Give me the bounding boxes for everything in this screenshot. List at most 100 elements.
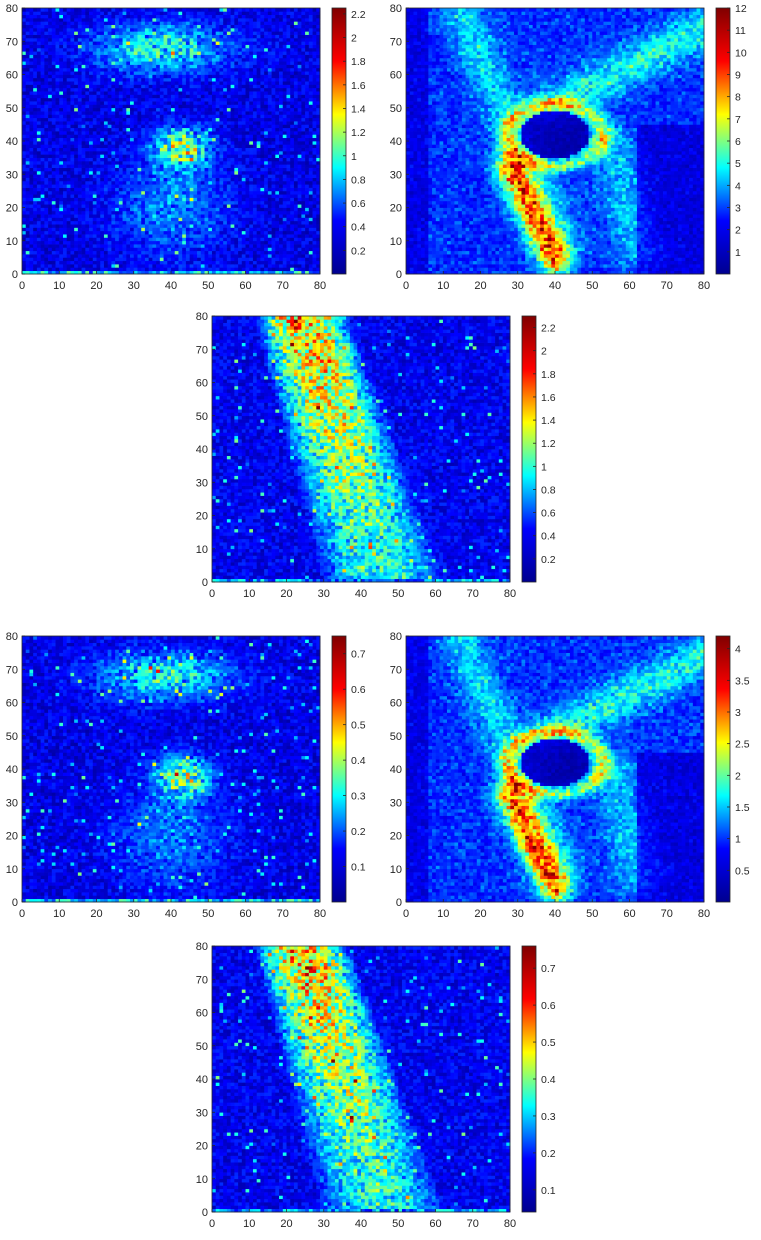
heatmap-cell bbox=[133, 91, 138, 95]
heatmap-cell bbox=[215, 187, 220, 192]
heatmap-cell bbox=[103, 101, 109, 105]
heatmap-cell bbox=[305, 224, 310, 228]
heatmap-cell bbox=[226, 260, 231, 265]
heatmap-cell bbox=[126, 244, 131, 248]
heatmap-cell bbox=[22, 141, 27, 145]
heatmap-cell bbox=[267, 237, 272, 242]
heatmap-cell bbox=[211, 164, 217, 168]
heatmap-cell bbox=[264, 250, 269, 255]
heatmap-cell bbox=[219, 184, 224, 188]
heatmap-cell bbox=[271, 91, 276, 95]
heatmap-cell bbox=[297, 220, 302, 225]
heatmap-cell bbox=[223, 174, 228, 178]
heatmap-cell bbox=[66, 237, 71, 242]
heatmap-cell bbox=[215, 170, 220, 175]
heatmap-cell bbox=[193, 244, 198, 248]
heatmap-cell bbox=[22, 237, 27, 242]
heatmap-cell bbox=[85, 240, 90, 245]
heatmap-cell bbox=[308, 91, 313, 95]
heatmap-cell bbox=[297, 254, 302, 258]
heatmap-cell bbox=[115, 220, 120, 225]
heatmap-cell bbox=[29, 74, 34, 79]
heatmap-cell bbox=[223, 200, 228, 205]
heatmap-cell bbox=[226, 160, 231, 165]
heatmap-cell bbox=[234, 220, 239, 225]
heatmap-cell bbox=[312, 121, 317, 125]
heatmap-cell bbox=[185, 190, 190, 195]
heatmap-cell bbox=[234, 247, 239, 252]
heatmap-cell bbox=[193, 230, 198, 235]
heatmap-cell bbox=[275, 197, 280, 202]
heatmap-cell bbox=[59, 124, 64, 129]
heatmap-cell bbox=[100, 170, 105, 175]
heatmap-cell bbox=[252, 214, 258, 218]
heatmap-cell bbox=[77, 117, 82, 122]
heatmap-cell bbox=[174, 267, 179, 272]
heatmap-cell bbox=[81, 107, 86, 112]
heatmap-cell bbox=[118, 77, 123, 82]
heatmap-cell bbox=[62, 124, 68, 129]
heatmap-cell bbox=[290, 101, 295, 105]
heatmap-cell bbox=[282, 94, 287, 99]
heatmap-cell bbox=[148, 224, 153, 228]
heatmap-cell bbox=[100, 227, 105, 232]
heatmap-cell bbox=[92, 267, 97, 272]
heatmap-cell bbox=[312, 187, 317, 192]
heatmap-cell bbox=[200, 240, 205, 245]
heatmap-cell bbox=[36, 210, 41, 215]
heatmap-cell bbox=[174, 234, 179, 238]
heatmap-cell bbox=[282, 234, 287, 238]
heatmap-cell bbox=[189, 217, 194, 222]
heatmap-cell bbox=[122, 150, 127, 155]
heatmap-cell bbox=[22, 164, 27, 168]
heatmap-cell bbox=[100, 177, 105, 182]
heatmap-cell bbox=[55, 104, 60, 109]
heatmap-cell bbox=[230, 260, 235, 265]
heatmap-cell bbox=[264, 91, 269, 95]
heatmap-cell bbox=[297, 141, 302, 145]
heatmap-cell bbox=[305, 197, 310, 202]
heatmap-cell bbox=[275, 101, 280, 105]
heatmap-cell bbox=[234, 87, 239, 92]
heatmap-cell bbox=[22, 160, 27, 165]
heatmap-cell bbox=[316, 111, 321, 115]
heatmap-cell bbox=[211, 200, 217, 205]
heatmap-cell bbox=[100, 250, 105, 255]
heatmap-cell bbox=[312, 174, 317, 178]
heatmap-cell bbox=[282, 227, 287, 232]
heatmap-cell bbox=[279, 187, 284, 192]
heatmap-cell bbox=[29, 164, 34, 168]
heatmap-cell bbox=[44, 234, 49, 238]
heatmap-cell bbox=[256, 164, 261, 168]
heatmap-cell bbox=[55, 200, 60, 205]
heatmap-cell bbox=[305, 264, 310, 268]
heatmap-cell bbox=[133, 180, 138, 185]
heatmap-cell bbox=[293, 164, 299, 168]
heatmap-cell bbox=[144, 164, 150, 168]
heatmap-cell bbox=[271, 134, 276, 139]
heatmap-cell bbox=[40, 157, 45, 162]
heatmap-cell bbox=[159, 197, 164, 202]
heatmap-cell bbox=[137, 260, 142, 265]
heatmap-cell bbox=[297, 224, 302, 228]
heatmap-cell bbox=[40, 234, 45, 238]
heatmap-cell bbox=[36, 267, 41, 272]
heatmap-cell bbox=[215, 121, 220, 125]
heatmap-cell bbox=[256, 214, 261, 218]
heatmap-cell bbox=[171, 234, 176, 238]
heatmap-cell bbox=[316, 177, 321, 182]
heatmap-cell bbox=[133, 67, 138, 72]
heatmap-cell bbox=[245, 254, 250, 258]
heatmap-cell bbox=[308, 270, 313, 275]
heatmap-cell bbox=[74, 97, 79, 102]
heatmap-cell bbox=[249, 104, 254, 109]
heatmap-cell bbox=[297, 67, 302, 72]
heatmap-cell bbox=[189, 167, 194, 172]
heatmap-cell bbox=[208, 187, 213, 192]
heatmap-cell bbox=[111, 190, 116, 195]
heatmap-cell bbox=[171, 117, 176, 122]
heatmap-cell bbox=[238, 240, 243, 245]
heatmap-cell bbox=[208, 240, 213, 245]
heatmap-cell bbox=[241, 190, 246, 195]
heatmap-cell bbox=[316, 91, 321, 95]
